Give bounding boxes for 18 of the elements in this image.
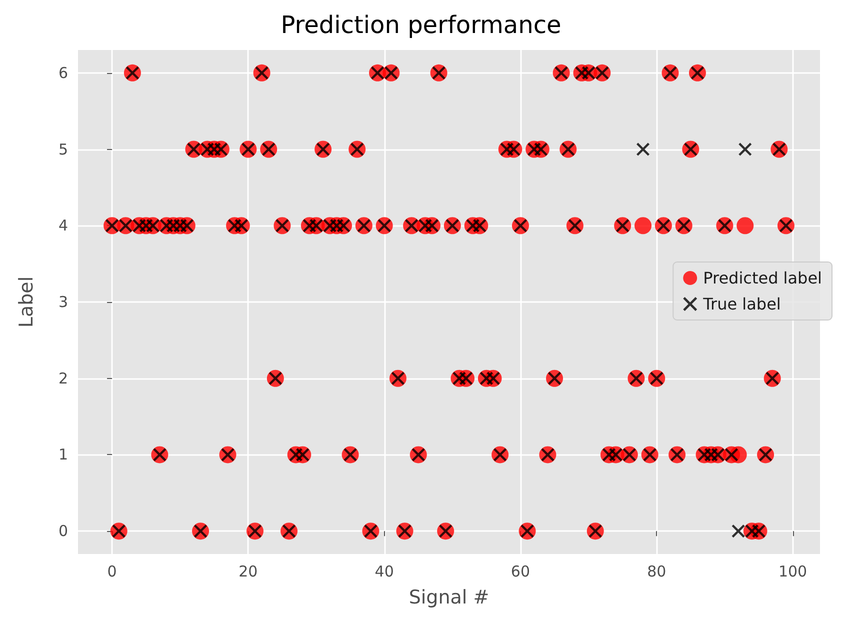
y-tick-label: 0: [58, 522, 68, 540]
legend-label: Predicted label: [703, 268, 822, 288]
x-tick-label: 80: [647, 562, 666, 580]
y-tick-label: 5: [58, 140, 68, 158]
x-tick-label: 60: [510, 562, 530, 580]
legend-label: True label: [702, 294, 781, 314]
y-tick-label: 3: [58, 293, 68, 311]
chart-title: Prediction performance: [280, 11, 562, 39]
y-axis-title: Label: [16, 276, 38, 328]
y-tick-label: 4: [58, 216, 68, 235]
x-tick-label: 100: [778, 562, 808, 580]
y-tick-label: 2: [58, 369, 68, 388]
y-tick-label: 1: [58, 446, 68, 464]
y-tick-label: 6: [58, 64, 68, 82]
x-tick-label: 0: [107, 562, 117, 580]
x-axis-title: Signal #: [408, 586, 490, 608]
x-tick-label: 20: [238, 562, 258, 580]
x-tick-label: 40: [374, 562, 394, 580]
